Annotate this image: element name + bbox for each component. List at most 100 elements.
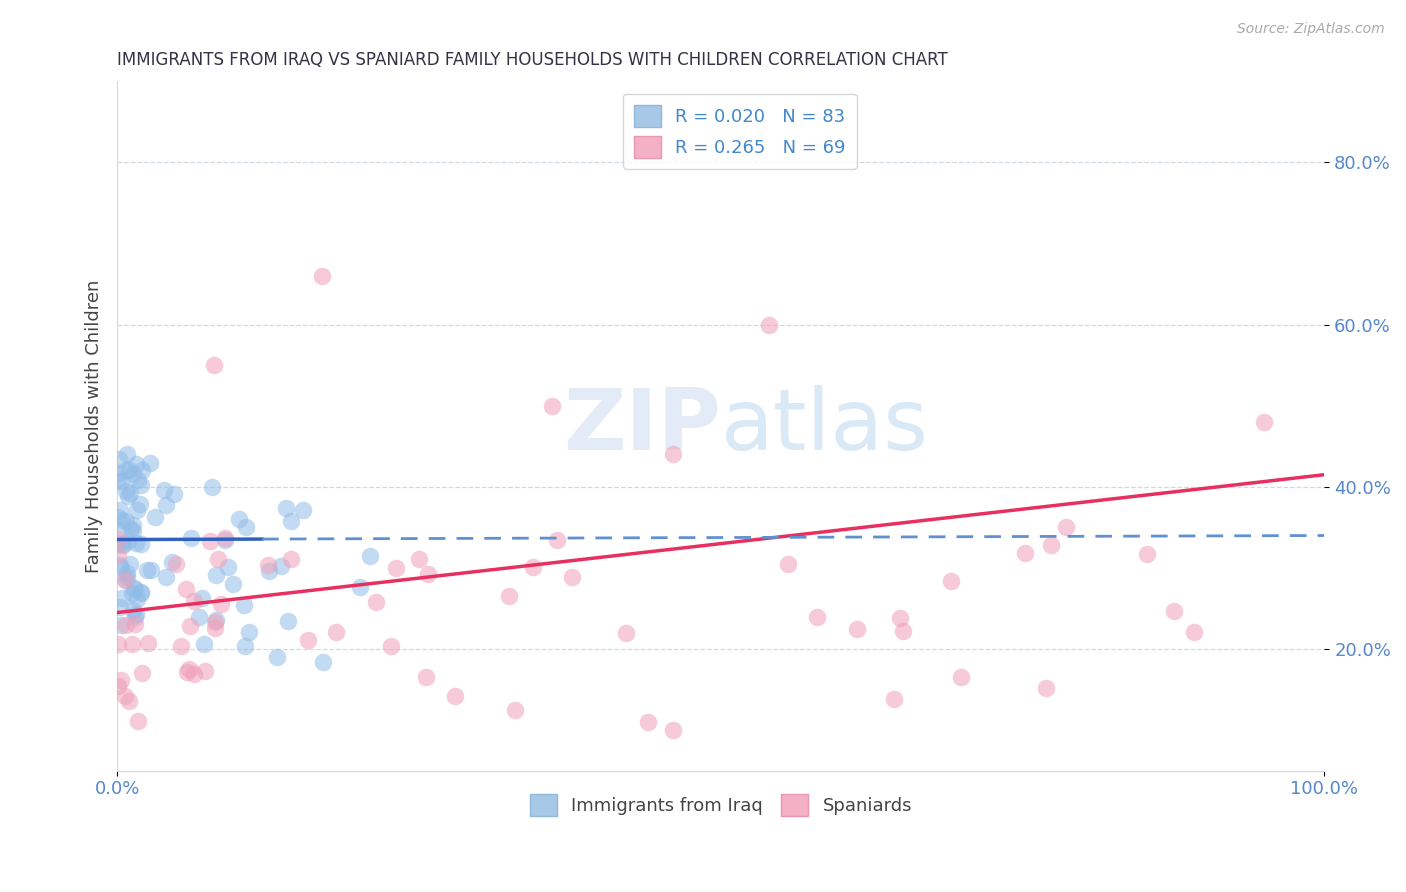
Point <box>257 564 280 578</box>
Point <box>845 623 868 637</box>
Point <box>198 534 221 549</box>
Point <box>120 486 142 500</box>
Point <box>280 514 302 528</box>
Point <box>121 467 143 482</box>
Point <box>131 586 153 600</box>
Point <box>661 723 683 738</box>
Point <box>217 560 239 574</box>
Point <box>214 531 236 545</box>
Point <box>193 637 215 651</box>
Point <box>108 558 131 573</box>
Point <box>118 463 141 477</box>
Point <box>222 577 245 591</box>
Point <box>153 483 176 498</box>
Point <box>176 665 198 680</box>
Point <box>121 637 143 651</box>
Point <box>107 466 129 480</box>
Point <box>117 533 139 548</box>
Point <box>111 513 134 527</box>
Point <box>297 632 319 647</box>
Point <box>540 399 562 413</box>
Point <box>165 557 187 571</box>
Point <box>274 501 297 516</box>
Point <box>115 514 138 528</box>
Point <box>120 558 142 572</box>
Point <box>118 694 141 708</box>
Point <box>121 603 143 617</box>
Point <box>204 621 226 635</box>
Point <box>155 569 177 583</box>
Point <box>416 566 439 581</box>
Point <box>366 595 388 609</box>
Point <box>136 563 159 577</box>
Point <box>110 618 132 632</box>
Point <box>1039 538 1062 552</box>
Point <box>1054 519 1077 533</box>
Point <box>385 561 408 575</box>
Point <box>443 689 465 703</box>
Point <box>883 692 905 706</box>
Point <box>179 619 201 633</box>
Point <box>325 624 347 639</box>
Point <box>114 462 136 476</box>
Point <box>205 568 228 582</box>
Point <box>415 670 437 684</box>
Point <box>359 549 381 564</box>
Point <box>107 524 129 538</box>
Point <box>121 518 143 533</box>
Point <box>115 447 138 461</box>
Point <box>408 551 430 566</box>
Point <box>1014 546 1036 560</box>
Text: atlas: atlas <box>721 384 929 467</box>
Point <box>107 637 129 651</box>
Point <box>179 662 201 676</box>
Point <box>129 585 152 599</box>
Point <box>191 591 214 606</box>
Point <box>380 640 402 654</box>
Point <box>238 624 260 639</box>
Point <box>498 590 520 604</box>
Point <box>614 626 637 640</box>
Legend: Immigrants from Iraq, Spaniards: Immigrants from Iraq, Spaniards <box>523 788 920 823</box>
Point <box>115 570 138 584</box>
Point <box>232 598 254 612</box>
Point <box>107 537 129 551</box>
Point <box>183 594 205 608</box>
Point <box>131 666 153 681</box>
Point <box>349 580 371 594</box>
Text: IMMIGRANTS FROM IRAQ VS SPANIARD FAMILY HOUSEHOLDS WITH CHILDREN CORRELATION CHA: IMMIGRANTS FROM IRAQ VS SPANIARD FAMILY … <box>117 51 948 69</box>
Point <box>806 609 828 624</box>
Point <box>108 503 131 517</box>
Point <box>143 510 166 524</box>
Point <box>129 478 152 492</box>
Text: Source: ZipAtlas.com: Source: ZipAtlas.com <box>1237 22 1385 37</box>
Point <box>311 268 333 283</box>
Point <box>108 600 131 615</box>
Point <box>205 613 228 627</box>
Point <box>139 456 162 470</box>
Point <box>107 679 129 693</box>
Point <box>139 563 162 577</box>
Point <box>110 673 132 687</box>
Point <box>127 503 149 517</box>
Point <box>266 649 288 664</box>
Point <box>950 670 973 684</box>
Point <box>256 558 278 573</box>
Point <box>891 624 914 639</box>
Point <box>114 689 136 703</box>
Point <box>202 358 225 372</box>
Point <box>124 582 146 596</box>
Point <box>122 581 145 595</box>
Point <box>117 489 139 503</box>
Point <box>121 524 143 539</box>
Point <box>131 463 153 477</box>
Text: ZIP: ZIP <box>562 384 721 467</box>
Point <box>107 533 129 547</box>
Point <box>561 570 583 584</box>
Point <box>270 559 292 574</box>
Point <box>108 560 131 574</box>
Point <box>128 497 150 511</box>
Point <box>941 574 963 589</box>
Point <box>125 607 148 621</box>
Point <box>110 475 132 489</box>
